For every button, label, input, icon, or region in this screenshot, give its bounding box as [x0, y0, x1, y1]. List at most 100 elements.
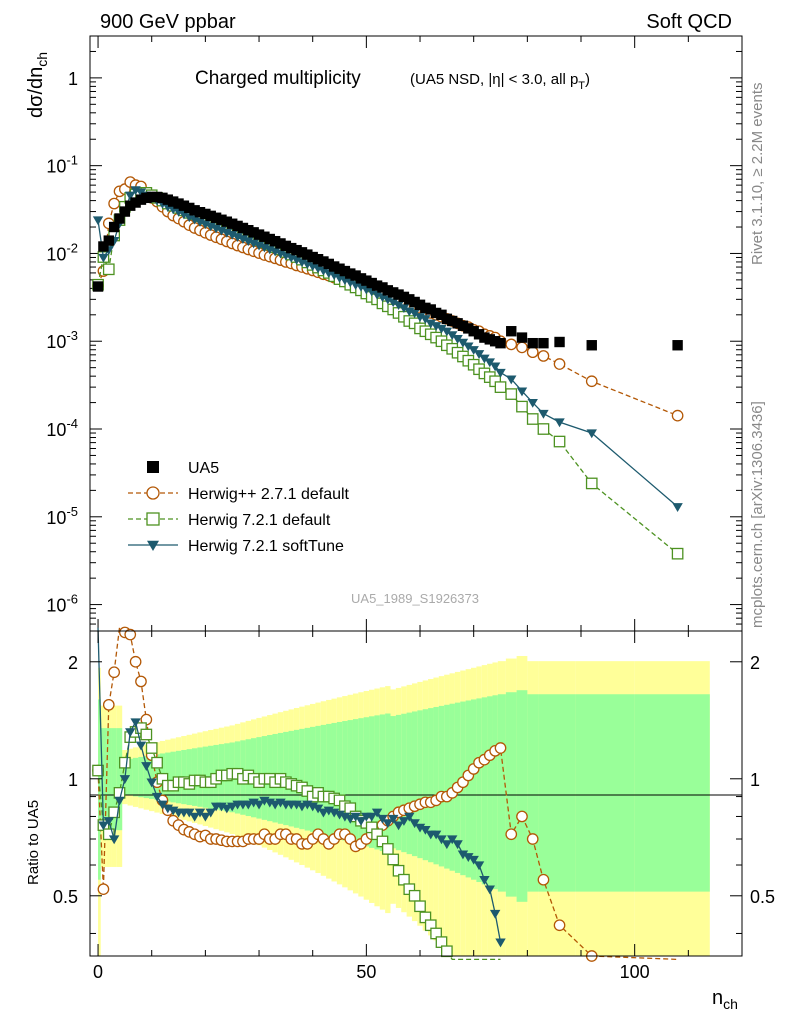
main-title: Charged multiplicity: [195, 68, 361, 89]
data-point: [253, 800, 265, 810]
stat-band-bin: [304, 727, 311, 831]
data-point: [259, 231, 270, 242]
data-point: [227, 802, 238, 812]
data-point: [350, 812, 361, 822]
data-point: [237, 222, 249, 234]
data-point: [189, 205, 200, 216]
data-point: [441, 313, 453, 325]
data-point: [468, 855, 479, 865]
legend-label: Herwig 7.2.1 softTune: [188, 538, 344, 555]
data-point: [216, 214, 227, 225]
data-point: [312, 253, 324, 265]
stat-band-bin: [331, 722, 337, 838]
data-point: [124, 628, 137, 641]
data-point: [468, 346, 479, 355]
stat-band-bin: [433, 706, 439, 865]
data-point: [97, 883, 110, 896]
y-tick-label: 1: [68, 69, 78, 89]
data-point: [398, 817, 410, 826]
data-point: [527, 398, 538, 408]
stat-band-bin: [481, 697, 488, 885]
data-point: [505, 338, 518, 351]
data-point: [672, 340, 683, 351]
stat-band-bin: [476, 698, 482, 883]
data-point: [452, 335, 463, 344]
data-point: [495, 368, 506, 378]
data-point: [189, 215, 200, 225]
legend-label: Herwig++ 2.7.1 default: [188, 486, 350, 503]
data-point: [102, 263, 115, 276]
stat-band-bin: [538, 694, 552, 892]
data-point: [92, 764, 104, 777]
data-point: [103, 817, 114, 826]
data-point: [473, 329, 485, 340]
ratio-series-herwig-7-2-1-softtune: [97, 627, 506, 948]
data-point: [436, 324, 447, 334]
data-point: [430, 830, 442, 840]
data-point: [479, 332, 490, 343]
data-point: [92, 281, 104, 292]
data-point: [393, 301, 404, 311]
stat-band-bin: [497, 694, 506, 892]
data-point: [227, 218, 238, 229]
data-point: [147, 461, 159, 473]
data-point: [328, 261, 340, 272]
data-point: [414, 299, 426, 311]
data-point: [420, 302, 431, 314]
data-point: [553, 919, 566, 932]
data-point: [516, 387, 528, 397]
data-point: [147, 540, 159, 551]
data-point: [420, 825, 431, 835]
data-point: [92, 216, 104, 226]
data-point: [108, 666, 120, 679]
data-point: [146, 486, 160, 500]
legend-label: Herwig 7.2.1 default: [188, 512, 331, 529]
data-point: [447, 331, 458, 341]
data-point: [537, 423, 550, 435]
data-point: [457, 320, 469, 331]
data-point: [119, 206, 131, 217]
data-point: [404, 294, 415, 305]
stat-band-bin: [106, 728, 112, 831]
data-point: [141, 192, 152, 204]
data-point: [377, 282, 388, 293]
data-point: [318, 808, 329, 818]
data-point: [366, 812, 377, 822]
data-point: [425, 304, 436, 315]
stat-band-bin: [352, 719, 359, 844]
data-point: [221, 216, 233, 227]
stat-band-bin: [379, 714, 386, 851]
data-point: [108, 806, 120, 819]
data-point: [538, 337, 549, 349]
data-point: [586, 340, 597, 351]
data-point: [516, 400, 528, 413]
data-point: [553, 435, 566, 448]
data-point: [232, 220, 243, 232]
data-point: [114, 213, 125, 224]
data-point: [98, 821, 109, 831]
data-point: [430, 307, 442, 319]
data-point: [264, 233, 275, 245]
data-point: [457, 338, 469, 348]
data-point: [113, 787, 126, 799]
data-point: [140, 728, 153, 741]
data-point: [441, 945, 453, 958]
data-point: [146, 778, 157, 788]
stat-band-bin: [320, 724, 327, 835]
stat-band-bin: [465, 700, 472, 878]
stat-band-bin: [347, 720, 353, 842]
data-point: [296, 247, 308, 258]
data-point: [269, 247, 281, 257]
data-point: [98, 241, 109, 252]
data-point: [436, 835, 447, 845]
ratio-y-tick-label-left: 2: [68, 653, 78, 673]
stat-band-bin: [336, 721, 343, 839]
main-series: [92, 176, 684, 560]
ratio-plot-frame: [89, 630, 743, 957]
stat-band-bin: [342, 721, 348, 841]
data-point: [506, 326, 517, 337]
data-point: [248, 227, 259, 238]
data-point: [393, 821, 404, 831]
data-point: [436, 309, 447, 321]
stat-band-bin: [411, 711, 418, 857]
